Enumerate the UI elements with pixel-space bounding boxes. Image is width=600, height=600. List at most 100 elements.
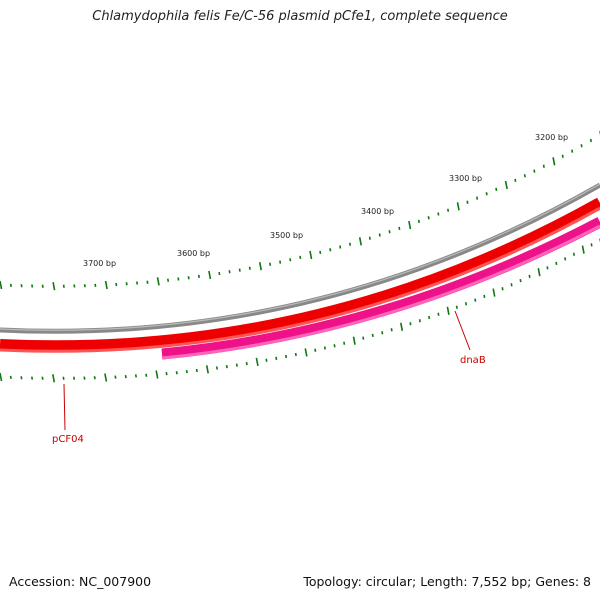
outer-tick-minor (523, 174, 526, 178)
outer-tick-minor (299, 255, 302, 260)
outer-tick-minor (125, 282, 128, 286)
inner-tick-major (446, 306, 450, 315)
scale-label-3700: 3700 bp (83, 259, 116, 268)
outer-tick-minor (83, 284, 86, 288)
inner-tick-minor (437, 312, 440, 316)
inner-tick-minor (343, 341, 346, 345)
inner-tick-minor (519, 278, 522, 283)
inner-tick-minor (134, 374, 137, 378)
outer-tick-minor (580, 144, 583, 148)
inner-tick-minor (572, 252, 575, 256)
inner-tick-minor (555, 261, 558, 266)
inner-tick-minor (381, 331, 384, 335)
inner-tick-minor (371, 333, 374, 338)
inner-tick-minor (73, 376, 76, 380)
plasmid-backbone (0, 182, 600, 334)
outer-tick-minor (177, 277, 180, 281)
outer-tick-minor (329, 248, 332, 252)
inner-tick-minor (62, 376, 65, 380)
scale-label-3400: 3400 bp (361, 207, 394, 216)
gene-dnab-arc[interactable] (161, 217, 600, 360)
gene-pcf04-arc-shade (0, 206, 600, 353)
outer-tick-minor (466, 200, 469, 204)
outer-tick-minor (589, 138, 592, 143)
inner-tick-major (537, 268, 541, 277)
inner-tick-minor (314, 348, 317, 352)
outer-tick-minor (349, 242, 352, 246)
outer-tick-major (156, 277, 160, 286)
outer-tick-minor (167, 278, 170, 282)
outer-tick-minor (62, 284, 65, 288)
outer-tick-minor (476, 196, 479, 200)
gene-pcf04-arc[interactable] (0, 197, 600, 353)
outer-tick-minor (228, 270, 231, 274)
outer-tick-minor (368, 236, 371, 240)
inner-tick-major (205, 365, 209, 374)
inner-tick-minor (235, 363, 238, 367)
map-title: Chlamydophila felis Fe/C-56 plasmid pCfe… (92, 9, 508, 24)
outer-tick-minor (238, 268, 241, 272)
scale-label-3200: 3200 bp (535, 133, 568, 142)
inner-scale-ticks (0, 238, 600, 383)
outer-tick-major (258, 262, 262, 271)
outer-tick-minor (533, 169, 536, 173)
inner-tick-minor (175, 371, 178, 375)
outer-tick-minor (319, 250, 322, 255)
outer-tick-minor (20, 284, 23, 288)
inner-tick-minor (185, 369, 188, 374)
outer-tick-minor (289, 258, 292, 262)
gene-label-pcf04[interactable]: pCF04 (52, 434, 84, 445)
outer-tick-minor (398, 226, 401, 231)
inner-tick-minor (145, 373, 148, 377)
inner-tick-minor (483, 294, 486, 299)
inner-tick-minor (165, 371, 168, 376)
gene-label-dnab[interactable]: dnaB (460, 355, 486, 366)
inner-tick-minor (546, 266, 549, 270)
inner-tick-minor (93, 376, 96, 380)
inner-tick-major (52, 374, 56, 383)
outer-tick-major (208, 270, 212, 280)
scale-label-3600: 3600 bp (177, 249, 210, 258)
outer-tick-minor (571, 149, 574, 153)
outer-tick-minor (115, 282, 118, 287)
inner-tick-major (255, 357, 259, 367)
inner-tick-minor (323, 346, 326, 350)
inner-tick-minor (114, 375, 117, 379)
topology-summary: Topology: circular; Length: 7,552 bp; Ge… (303, 574, 591, 589)
scale-label-3300: 3300 bp (449, 174, 482, 183)
inner-tick-minor (474, 298, 477, 302)
inner-tick-minor (590, 243, 593, 247)
outer-scale-ticks (0, 131, 600, 291)
outer-tick-minor (9, 283, 12, 288)
outer-tick-major (504, 180, 508, 190)
inner-tick-minor (20, 376, 23, 380)
inner-tick-major (0, 372, 3, 382)
outer-tick-minor (514, 178, 517, 183)
inner-tick-minor (418, 319, 421, 323)
inner-tick-major (352, 336, 356, 345)
inner-tick-minor (41, 376, 44, 380)
outer-tick-minor (561, 154, 564, 158)
outer-tick-minor (378, 233, 381, 237)
outer-tick-minor (447, 208, 450, 212)
outer-tick-minor (73, 284, 76, 288)
outer-tick-minor (146, 280, 149, 284)
inner-tick-minor (333, 344, 336, 348)
outer-tick-minor (269, 262, 272, 266)
outer-tick-major (52, 282, 56, 291)
outer-tick-minor (248, 266, 251, 270)
inner-tick-minor (124, 374, 127, 379)
inner-tick-minor (215, 366, 218, 370)
outer-tick-minor (339, 245, 342, 249)
inner-tick-major (400, 322, 404, 331)
outer-tick-minor (485, 192, 488, 196)
inner-tick-minor (409, 322, 412, 326)
inner-tick-major (492, 288, 496, 297)
gene-dnab-arc-shade (161, 224, 600, 360)
accession-label: Accession: NC_007900 (9, 574, 152, 589)
inner-tick-minor (465, 302, 468, 306)
inner-tick-minor (501, 287, 504, 291)
outer-tick-minor (495, 187, 498, 192)
inner-tick-major (104, 373, 108, 382)
